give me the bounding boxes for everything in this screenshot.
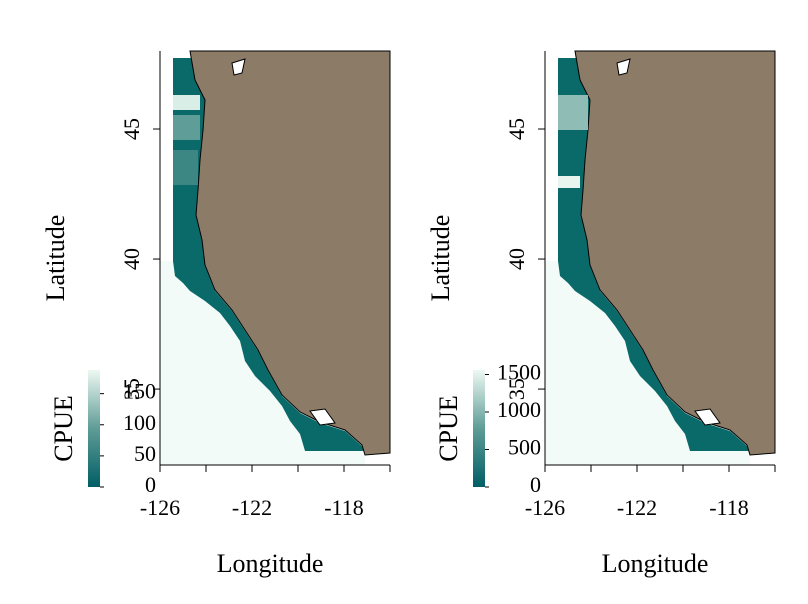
y-tick-label: 40 (504, 248, 529, 270)
y-tick-label: 40 (119, 248, 144, 270)
colorbar-tick-label: 0 (530, 472, 541, 497)
colorbar-tick-label: 150 (123, 379, 156, 404)
colorbar-tick-label: 50 (134, 441, 156, 466)
x-axis-label: Longitude (217, 549, 324, 578)
colorbar-tick-label: 100 (123, 410, 156, 435)
y-tick-label: 35 (504, 378, 529, 400)
y-axis-label: Latitude (426, 215, 455, 302)
x-tick-label: -126 (525, 495, 565, 520)
colorbar-tick-label: 1500 (497, 360, 541, 385)
colorbar-tick-label: 1000 (497, 397, 541, 422)
y-tick-label: 45 (119, 118, 144, 140)
colorbar-title: CPUE (434, 395, 463, 461)
x-tick-label: -118 (324, 495, 364, 520)
x-axis-label: Longitude (602, 549, 709, 578)
panel-1 (544, 50, 776, 466)
x-tick-label: -118 (709, 495, 749, 520)
y-tick-label: 35 (119, 378, 144, 400)
x-tick-label: -122 (232, 495, 272, 520)
y-axis-label: Latitude (41, 215, 70, 302)
x-tick-label: -126 (140, 495, 180, 520)
colorbar-tick-label: 0 (145, 472, 156, 497)
colorbar (88, 370, 100, 487)
colorbar-tick-label: 500 (508, 435, 541, 460)
colorbar-title: CPUE (49, 395, 78, 461)
y-tick-label: 45 (504, 118, 529, 140)
panel-0 (159, 50, 391, 466)
x-tick-label: -122 (617, 495, 657, 520)
colorbar (473, 370, 485, 487)
